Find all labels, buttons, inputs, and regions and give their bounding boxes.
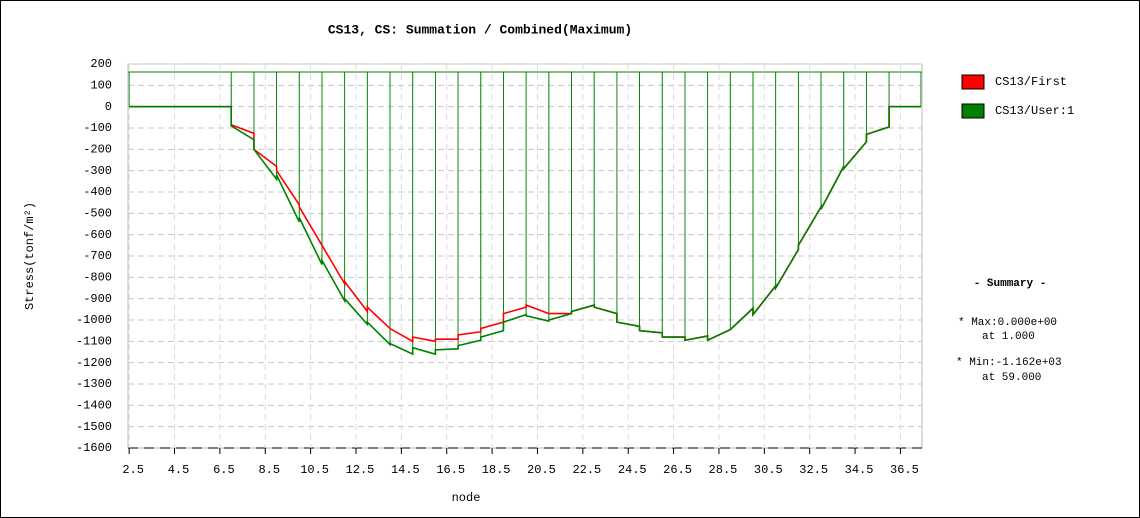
y-tick-label: -700 <box>83 249 112 263</box>
y-tick-label: 100 <box>90 79 112 93</box>
x-tick-label: 24.5 <box>618 463 647 477</box>
y-tick-label: -900 <box>83 292 112 306</box>
x-tick-label: 34.5 <box>845 463 874 477</box>
x-axis-label: node <box>452 491 481 505</box>
y-tick-label: -300 <box>83 164 112 178</box>
series-line <box>129 105 921 356</box>
y-tick-label: 0 <box>105 100 112 114</box>
x-tick-label: 16.5 <box>436 463 465 477</box>
y-tick-label: -100 <box>83 121 112 135</box>
x-tick-label: 28.5 <box>709 463 738 477</box>
y-tick-label: -1600 <box>76 441 112 455</box>
plot-area: 200 100 0 -100 -200 -300 -400 -500 -600 -700 -800 -… <box>76 57 923 477</box>
x-tick-label: 36.5 <box>890 463 919 477</box>
legend: CS13/First CS13/User:1 <box>961 74 1074 119</box>
y-axis-label: Stress(tonf/m²) <box>23 202 37 310</box>
y-tick-label: -1400 <box>76 399 112 413</box>
legend-swatch <box>961 103 985 119</box>
summary-line: at 1.000 <box>982 331 1035 343</box>
legend-swatch <box>961 74 985 90</box>
y-tick-label: -800 <box>83 271 112 285</box>
x-tick-label: 32.5 <box>799 463 828 477</box>
legend-label: CS13/User:1 <box>995 104 1074 118</box>
y-tick-label: -400 <box>83 185 112 199</box>
x-tick-label: 10.5 <box>300 463 329 477</box>
chart-title: CS13, CS: Summation / Combined(Maximum) <box>328 22 632 37</box>
summary-line: * Max:0.000e+00 <box>958 317 1057 329</box>
x-tick-label: 8.5 <box>258 463 280 477</box>
summary-line: * Min:-1.162e+03 <box>956 357 1062 369</box>
y-tick-label: -1000 <box>76 313 112 327</box>
x-tick-label: 22.5 <box>572 463 601 477</box>
y-tick-label: -1500 <box>76 420 112 434</box>
x-tick-label: 18.5 <box>482 463 511 477</box>
x-tick-label: 12.5 <box>346 463 375 477</box>
summary-line: at 59.000 <box>982 372 1041 384</box>
y-tick-label: -1200 <box>76 356 112 370</box>
y-tick-label: -500 <box>83 207 112 221</box>
x-tick-label: 20.5 <box>527 463 556 477</box>
legend-label: CS13/First <box>995 75 1067 89</box>
x-tick-label: 30.5 <box>754 463 783 477</box>
y-tick-label: -1100 <box>76 335 112 349</box>
summary-title: - Summary - <box>974 278 1047 290</box>
x-tick-label: 4.5 <box>168 463 190 477</box>
y-tick-label: -600 <box>83 228 112 242</box>
x-tick-label: 26.5 <box>663 463 692 477</box>
x-tick-label: 2.5 <box>122 463 144 477</box>
x-tick-label: 6.5 <box>213 463 235 477</box>
x-tick-label: 14.5 <box>391 463 420 477</box>
y-tick-label: -1300 <box>76 377 112 391</box>
y-tick-label: 200 <box>90 57 112 71</box>
y-tick-label: -200 <box>83 143 112 157</box>
